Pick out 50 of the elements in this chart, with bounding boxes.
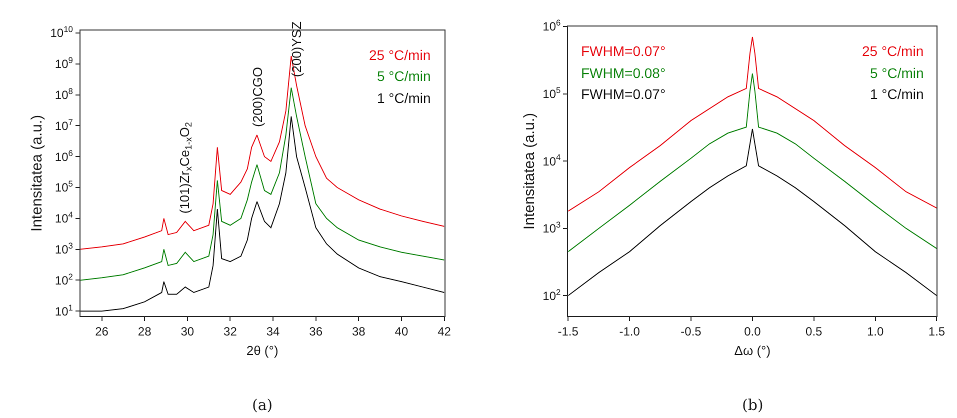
y-tick-label: 10$^{10}$ [50,24,74,40]
annotation: (200)YSZ [289,21,304,78]
x-axis-title: Δω (°) [734,342,771,358]
text: (a) [252,396,273,414]
text: 5 °C/min [870,65,924,81]
x-tick-label: -1.0 [619,324,640,338]
y-tick-label: 10$^{9}$ [54,55,74,72]
y-axis-title: Intensitatea (a.u.) [520,112,538,230]
y-tick-label: 10$^{1}$ [54,302,74,318]
y-axis-title: Intensitatea (a.u.) [28,114,46,232]
y-tick-label: 10$^{7}$ [54,116,74,133]
x-tick-label: 28 [138,324,152,338]
y-tick-label: 10$^{4}$ [54,210,74,226]
line-series [568,128,937,296]
y-tick-label: 10$^{6}$ [542,18,562,34]
text: (b) [742,396,764,414]
annotation: FWHM=0.07° [581,43,666,59]
x-tick-label: 34 [266,324,280,338]
annotation: FWHM=0.07° [581,86,666,102]
y-tick-label: 10$^{6}$ [54,148,74,164]
y-tick-label: 10$^{2}$ [542,286,562,303]
x-tick-label: 1.0 [866,324,884,338]
y-tick-label: 10$^{3}$ [54,240,74,256]
y-tick-label: 10$^{5}$ [54,178,74,195]
x-tick-label: 32 [224,324,238,338]
x-tick-label: 42 [438,324,452,338]
y-tick-label: 10$^{3}$ [542,220,562,236]
x-tick-label: 30 [180,324,194,338]
y-tick-label: 10$^{8}$ [54,86,74,102]
text: 1 °C/min [870,86,924,102]
x-tick-label: -1.5 [558,324,579,338]
x-tick-label: 36 [309,324,323,338]
y-tick-label: 10$^{2}$ [54,271,74,288]
text: 25 °C/min [369,47,431,63]
x-tick-label: 1.5 [928,324,946,338]
text: 25 °C/min [862,43,924,59]
y-tick-label: 10$^{4}$ [542,152,562,168]
y-tick-label: 10$^{5}$ [542,84,562,101]
annotation: (200)CGO [250,67,265,127]
text: 5 °C/min [377,68,431,84]
x-tick-label: -0.5 [680,324,702,338]
line-series [568,36,937,212]
annotation: FWHM=0.08° [581,65,666,81]
x-tick-label: 0.0 [744,324,762,338]
text: 1 °C/min [377,90,431,106]
x-tick-label: 26 [95,324,109,338]
x-axis-title: 2θ (°) [246,342,278,358]
x-tick-label: 40 [394,324,408,338]
x-tick-label: 38 [352,324,366,338]
x-tick-label: 0.5 [806,324,823,338]
